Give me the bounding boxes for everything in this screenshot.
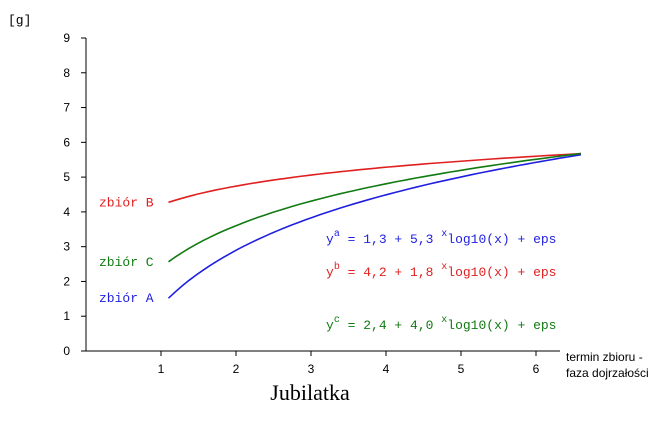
x-tick-label-3: 3 (308, 362, 315, 376)
y-tick-label-5: 5 (63, 170, 70, 184)
series-label-1: zbiór A (99, 291, 154, 306)
series-line-2 (168, 152, 582, 204)
equations: ya = 1,3 + 5,3 xlog10(x) + eps yb = 4,2 +… (326, 229, 556, 333)
series-label-3: zbiór C (99, 255, 154, 270)
x-tick-label-6: 6 (533, 362, 540, 376)
x-tick-label-2: 2 (233, 362, 240, 376)
series-line-3 (168, 152, 582, 263)
x-axis-label-line1: termin zbioru - (566, 350, 643, 364)
y-tick-label-8: 8 (63, 66, 70, 80)
series-labels: zbiór A zbiór B zbiór C (99, 195, 154, 306)
y-tick-label-4: 4 (63, 205, 70, 219)
y-tick-label-6: 6 (63, 135, 70, 149)
y-tick-label-1: 1 (63, 309, 70, 323)
y-tick-label-2: 2 (63, 274, 70, 288)
equation-1: ya = 1,3 + 5,3 xlog10(x) + eps (326, 229, 556, 247)
series-layer (167, 152, 582, 299)
y-tick-label-0: 0 (63, 344, 70, 358)
axes: 0 1 2 3 4 5 6 7 8 9 1 2 3 4 5 6 (63, 31, 560, 376)
series-label-2: zbiór B (99, 195, 154, 210)
equation-3: yc = 2,4 + 4,0 xlog10(x) + eps (326, 315, 556, 333)
series-line-1 (167, 153, 582, 299)
y-tick-label-7: 7 (63, 101, 70, 115)
equation-2: yb = 4,2 + 1,8 xlog10(x) + eps (326, 261, 556, 280)
x-tick-label-4: 4 (383, 362, 390, 376)
x-tick-label-5: 5 (458, 362, 465, 376)
y-tick-label-9: 9 (63, 31, 70, 45)
y-axis-label: [g] (8, 13, 31, 28)
x-tick-label-1: 1 (158, 362, 165, 376)
y-tick-label-3: 3 (63, 240, 70, 254)
chart-title: Jubilatka (270, 380, 350, 405)
x-axis-label-line2: faza dojrzałości (566, 366, 649, 380)
